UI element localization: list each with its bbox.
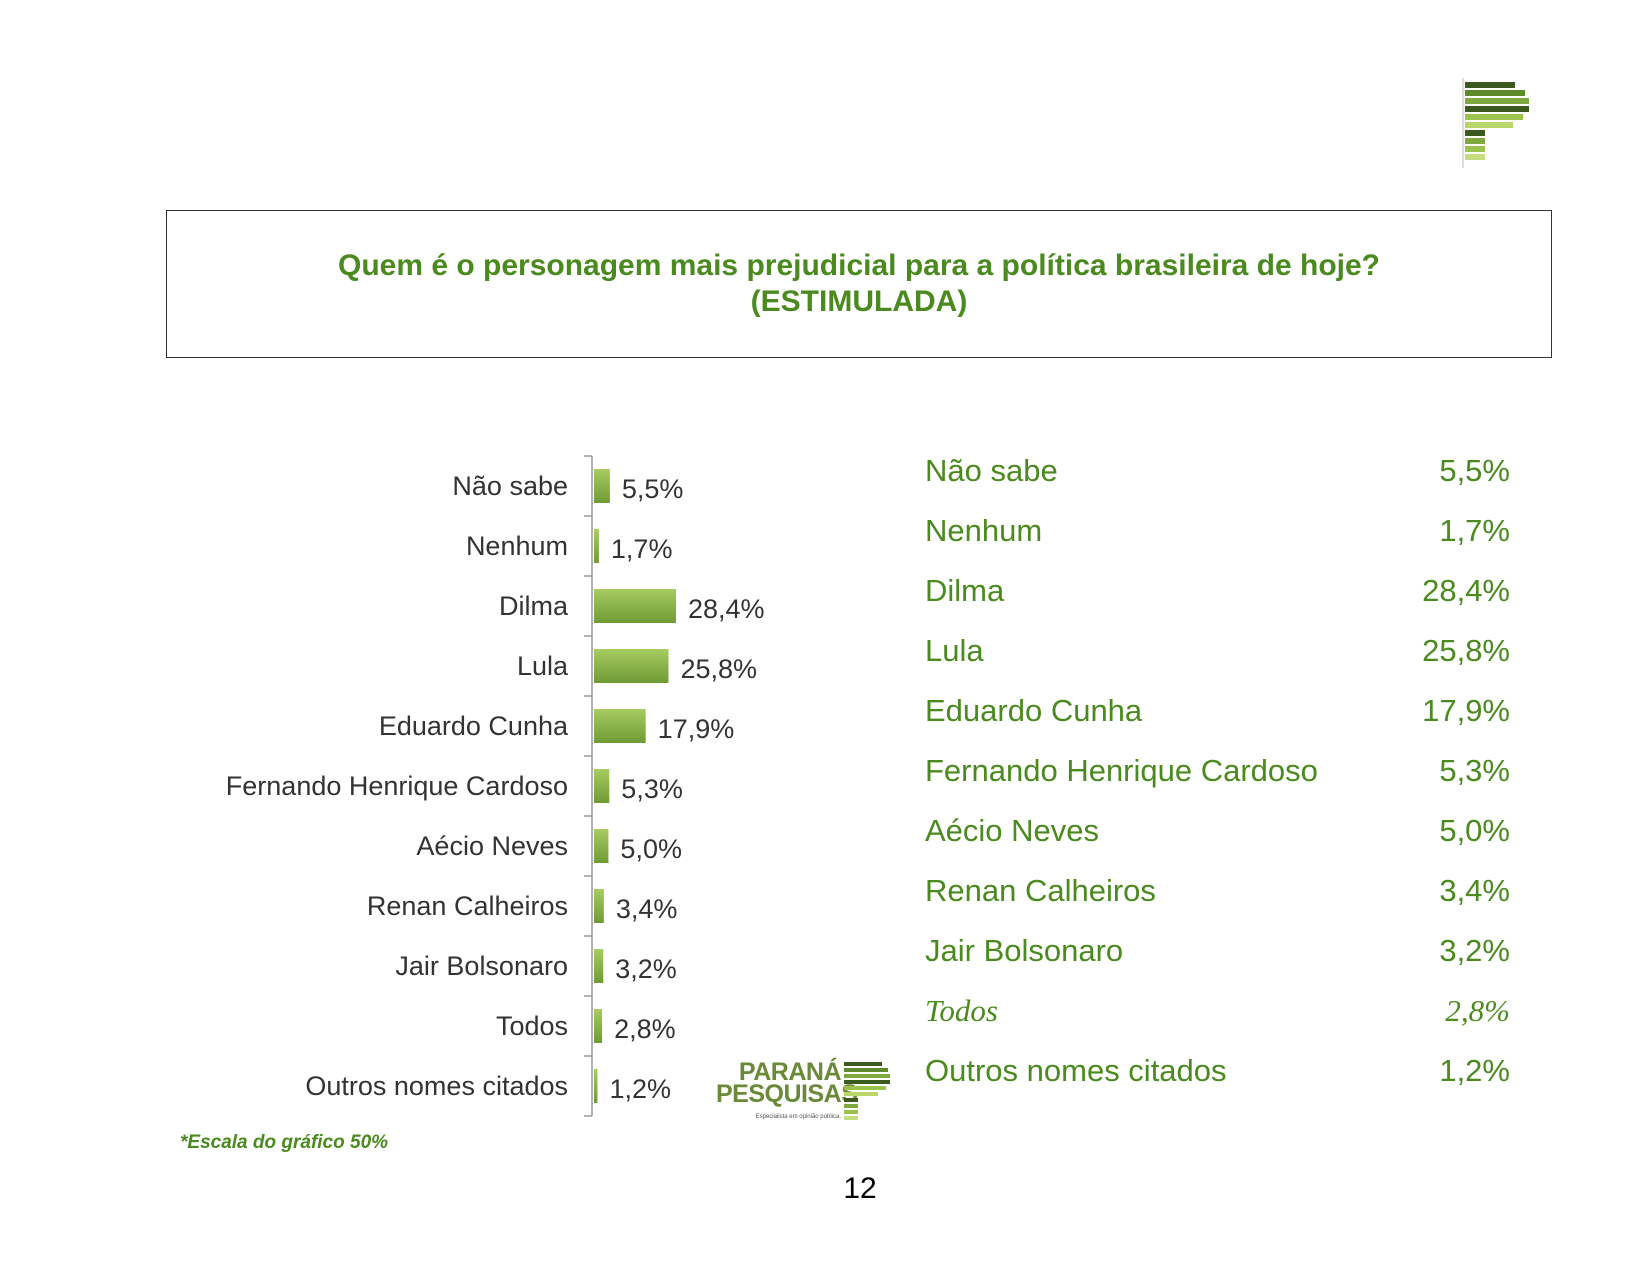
category-label: Não sabe bbox=[452, 471, 568, 501]
table-row-name: Nenhum bbox=[925, 513, 1043, 548]
category-label: Todos bbox=[496, 1011, 568, 1041]
bar bbox=[594, 709, 646, 743]
table-row: Fernando Henrique Cardoso 5,3% bbox=[925, 753, 1510, 793]
table-row: Não sabe 5,5% bbox=[925, 453, 1510, 493]
table-row: Aécio Neves 5,0% bbox=[925, 813, 1510, 853]
table-row-value: 2,8% bbox=[1445, 993, 1510, 1028]
scale-note: *Escala do gráfico 50% bbox=[180, 1132, 389, 1153]
table-row: Jair Bolsonaro 3,2% bbox=[925, 933, 1510, 973]
table-row-value: 28,4% bbox=[1422, 573, 1510, 608]
brand-tagline: Especialista em opinião pública. bbox=[755, 1114, 841, 1120]
brand-name-line1: PARANÁ bbox=[738, 1058, 842, 1086]
data-label: 1,2% bbox=[609, 1074, 671, 1104]
category-label: Jair Bolsonaro bbox=[395, 951, 568, 981]
table-row-value: 1,7% bbox=[1439, 513, 1510, 548]
category-label: Renan Calheiros bbox=[367, 891, 568, 921]
data-label: 17,9% bbox=[658, 714, 735, 744]
table-row-name: Eduardo Cunha bbox=[925, 693, 1143, 728]
table-row-value: 25,8% bbox=[1422, 633, 1510, 668]
bar bbox=[594, 529, 599, 563]
table-row-name: Jair Bolsonaro bbox=[925, 933, 1124, 968]
chart-subtitle: (ESTIMULADA) bbox=[750, 285, 968, 318]
category-label: Eduardo Cunha bbox=[379, 711, 569, 741]
table-row: Outros nomes citados 1,2% bbox=[925, 1053, 1510, 1093]
table-row-value: 1,2% bbox=[1439, 1053, 1510, 1088]
chart-title: Quem é o personagem mais prejudicial par… bbox=[337, 249, 1381, 282]
table-row-name: Todos bbox=[925, 993, 998, 1028]
table-row-value: 5,0% bbox=[1439, 813, 1510, 848]
category-label: Fernando Henrique Cardoso bbox=[226, 771, 568, 801]
table-row: Eduardo Cunha 17,9% bbox=[925, 693, 1510, 733]
table-row-name: Dilma bbox=[925, 573, 1005, 608]
table-row-name: Renan Calheiros bbox=[925, 873, 1156, 908]
page-number: 12 bbox=[843, 1172, 877, 1205]
data-label: 25,8% bbox=[680, 654, 757, 684]
data-label: 2,8% bbox=[614, 1014, 676, 1044]
table-row-name: Lula bbox=[925, 633, 984, 668]
table-row-name: Outros nomes citados bbox=[925, 1053, 1227, 1088]
data-label: 5,0% bbox=[620, 834, 682, 864]
table-row-value: 5,3% bbox=[1439, 753, 1510, 788]
parana-pesquisas-logo-icon bbox=[1462, 78, 1529, 168]
category-label: Aécio Neves bbox=[416, 831, 568, 861]
bar bbox=[594, 949, 604, 983]
table-row: Todos 2,8% bbox=[925, 993, 1510, 1033]
category-label: Nenhum bbox=[466, 531, 568, 561]
data-label: 3,2% bbox=[615, 954, 677, 984]
data-label: 3,4% bbox=[616, 894, 678, 924]
data-label: 5,3% bbox=[621, 774, 683, 804]
title-box: Quem é o personagem mais prejudicial par… bbox=[166, 210, 1552, 358]
bar bbox=[594, 829, 609, 863]
parana-pesquisas-logo-icon bbox=[844, 1062, 890, 1120]
table-row-value: 3,4% bbox=[1439, 873, 1510, 908]
bar bbox=[594, 1069, 598, 1103]
table-row-value: 5,5% bbox=[1439, 453, 1510, 488]
category-label: Lula bbox=[517, 651, 569, 681]
table-row: Renan Calheiros 3,4% bbox=[925, 873, 1510, 913]
table-row: Lula 25,8% bbox=[925, 633, 1510, 673]
data-label: 5,5% bbox=[622, 474, 684, 504]
bar bbox=[594, 589, 676, 623]
category-label: Dilma bbox=[499, 591, 569, 621]
data-label: 28,4% bbox=[688, 594, 765, 624]
table-row-name: Não sabe bbox=[925, 453, 1058, 488]
data-label: 1,7% bbox=[611, 534, 673, 564]
bar bbox=[594, 889, 604, 923]
table-row-name: Aécio Neves bbox=[925, 813, 1100, 848]
bar bbox=[594, 769, 610, 803]
brand-logo: PARANÁ PESQUISAS Especialista em opinião… bbox=[716, 1060, 896, 1130]
bar bbox=[594, 469, 610, 503]
table-row: Dilma 28,4% bbox=[925, 573, 1510, 613]
table-row-value: 17,9% bbox=[1422, 693, 1510, 728]
table-row: Nenhum 1,7% bbox=[925, 513, 1510, 553]
category-label: Outros nomes citados bbox=[305, 1071, 568, 1101]
brand-name-line2: PESQUISAS bbox=[716, 1080, 858, 1108]
bar bbox=[594, 649, 669, 683]
table-row-value: 3,2% bbox=[1439, 933, 1510, 968]
table-row-name: Fernando Henrique Cardoso bbox=[925, 753, 1318, 788]
bar bbox=[594, 1009, 603, 1043]
